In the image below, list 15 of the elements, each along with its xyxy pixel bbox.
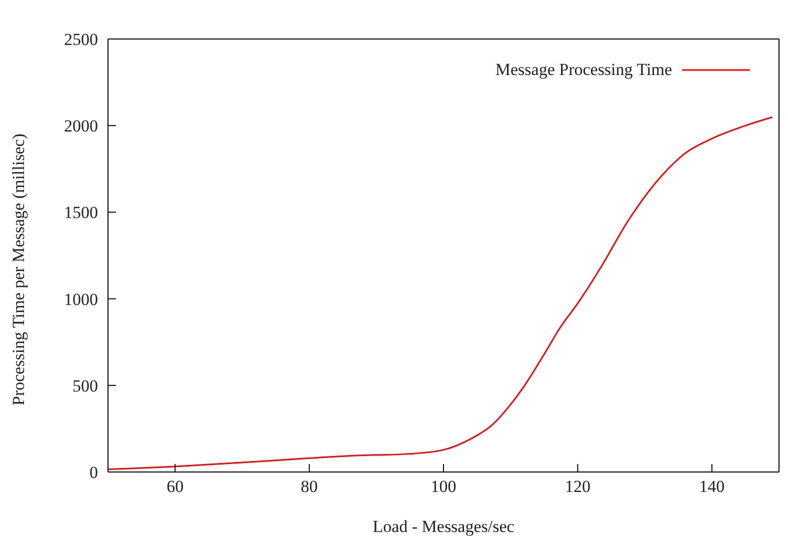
x-axis-title: Load - Messages/sec bbox=[372, 517, 515, 536]
x-tick-label: 100 bbox=[430, 477, 456, 496]
y-tick-label: 1000 bbox=[64, 290, 98, 309]
x-tick-label: 120 bbox=[564, 477, 590, 496]
y-axis-title: Processing Time per Message (millisec) bbox=[9, 134, 28, 406]
y-tick-label: 1500 bbox=[64, 203, 98, 222]
y-tick-label: 2000 bbox=[64, 116, 98, 136]
x-tick-label: 140 bbox=[699, 477, 725, 496]
y-tick-label: 0 bbox=[90, 463, 98, 482]
x-tick-label: 60 bbox=[166, 477, 184, 496]
y-tick-label: 500 bbox=[72, 376, 98, 396]
x-tick-label: 80 bbox=[300, 477, 318, 496]
legend-label: Message Processing Time bbox=[495, 60, 672, 80]
line-series bbox=[108, 116, 774, 470]
y-tick-label: 2500 bbox=[64, 30, 98, 50]
